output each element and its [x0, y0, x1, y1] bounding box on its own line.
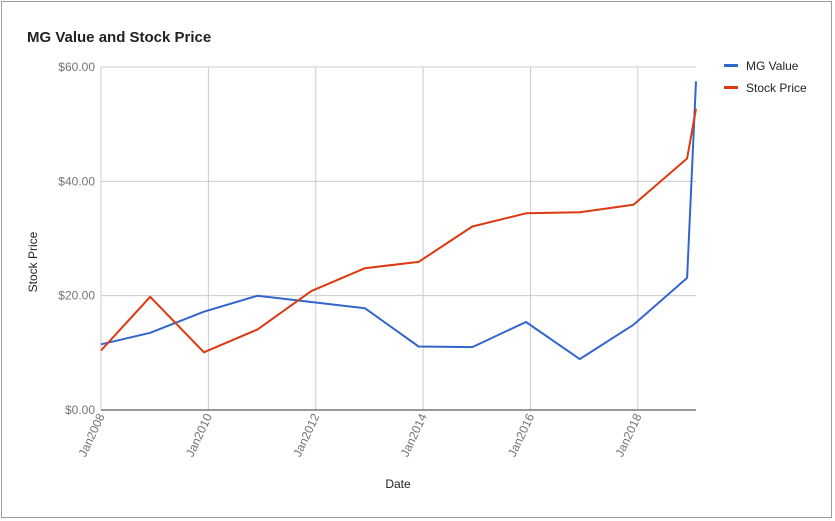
chart-title: MG Value and Stock Price — [27, 29, 211, 46]
x-tick-label: Jan2014 — [398, 411, 430, 459]
legend-label: MG Value — [746, 59, 799, 73]
legend: MG Value Stock Price — [724, 59, 807, 95]
y-tick-label: $0.00 — [65, 403, 95, 417]
y-tick-label: $40.00 — [58, 174, 95, 188]
y-axis-label: Stock Price — [26, 231, 40, 292]
legend-label: Stock Price — [746, 81, 807, 95]
x-tick-label: Jan2018 — [612, 411, 644, 459]
x-tick-label: Jan2008 — [76, 411, 108, 459]
series-lines — [100, 81, 697, 361]
x-axis-label: Date — [385, 477, 411, 491]
series-line-1 — [100, 108, 697, 354]
x-tick-label: Jan2016 — [505, 411, 537, 459]
y-axis-ticks: $0.00 $20.00 $40.00 $60.00 — [58, 60, 95, 417]
x-tick-label: Jan2012 — [290, 411, 322, 459]
y-tick-label: $20.00 — [58, 289, 95, 303]
y-tick-label: $60.00 — [58, 60, 95, 74]
x-tick-label: Jan2010 — [183, 411, 215, 459]
series-line-0 — [100, 81, 697, 361]
x-axis-ticks: Jan2008 Jan2010 Jan2012 Jan2014 Jan2016 Jan20… — [76, 411, 645, 459]
legend-swatch — [724, 86, 738, 89]
gridlines — [100, 66, 696, 410]
legend-swatch — [724, 64, 738, 67]
